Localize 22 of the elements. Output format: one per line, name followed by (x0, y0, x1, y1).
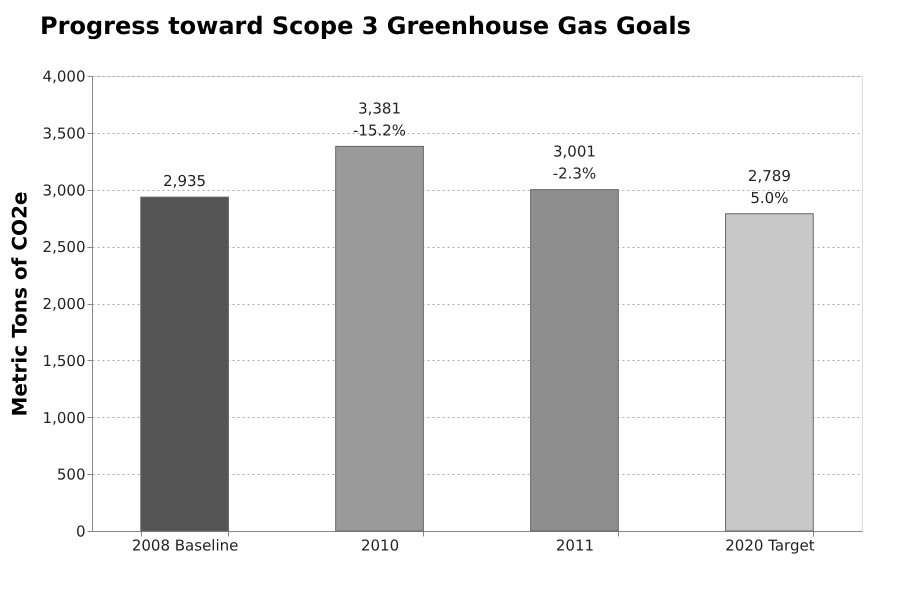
y-tick-label: 3,500 (42, 124, 86, 142)
data-label: 2,935 (163, 172, 206, 190)
text: 3,381 -15.2% (352, 99, 406, 140)
text: 3,001 -2.3% (552, 142, 596, 183)
y-tick-label: 2,000 (42, 295, 86, 313)
x-tick-label: 2010 (360, 536, 400, 554)
y-tick-label: 0 (76, 522, 86, 540)
chart-title: Progress toward Scope 3 Greenhouse Gas Goals (40, 12, 691, 40)
bar (335, 146, 424, 532)
y-tick-label: 500 (56, 466, 86, 484)
x-tick-label: 2008 Baseline (132, 536, 238, 554)
x-tick-label: 2011 (556, 536, 594, 554)
bar (140, 196, 229, 532)
y-tick-label: 2,500 (42, 238, 86, 256)
y-tick-label: 1,500 (42, 352, 86, 370)
text: 2,789 5.0% (748, 166, 791, 207)
x-tick-label: 2020 Target (725, 536, 815, 554)
y-axis-title: Metric Tons of CO2e (8, 192, 32, 416)
bar (725, 213, 814, 532)
y-tick-label: 4,000 (42, 68, 86, 86)
y-tick-label: 1,000 (42, 408, 86, 427)
y-tick-label: 3,000 (42, 181, 86, 200)
